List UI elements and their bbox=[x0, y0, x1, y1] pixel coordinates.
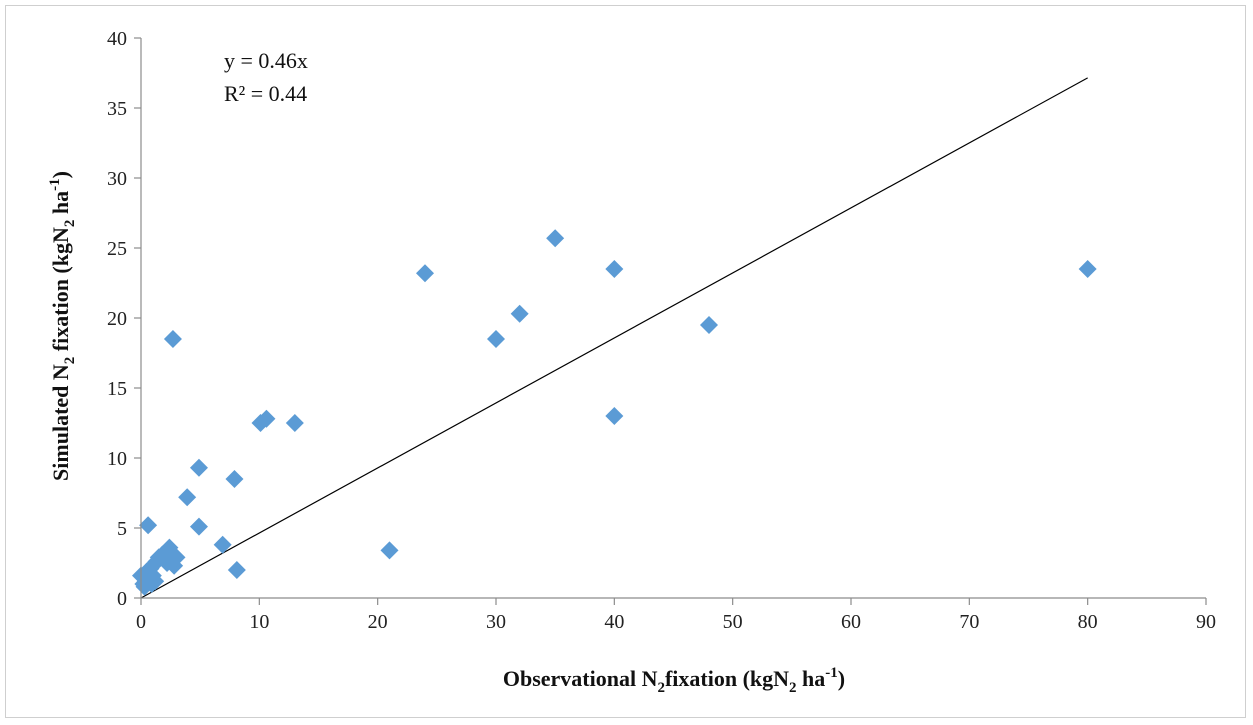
data-point bbox=[487, 330, 505, 348]
data-point bbox=[167, 548, 186, 567]
data-point bbox=[257, 409, 276, 428]
x-axis-title-sub: 2 bbox=[657, 680, 665, 696]
data-point bbox=[285, 414, 304, 432]
scatter-chart: 0 10 20 30 40 50 60 70 80 90 0 5 10 15 20 25 30 35 40 y = … bbox=[47, 28, 1216, 696]
x-tick-label: 50 bbox=[723, 611, 743, 633]
y-tick-label: 40 bbox=[107, 28, 127, 50]
y-tick-label: 25 bbox=[107, 238, 127, 260]
y-tick-label: 10 bbox=[107, 448, 127, 470]
x-tick-label: 10 bbox=[249, 611, 269, 633]
data-point bbox=[225, 470, 244, 488]
y-axis-title-main: Simulated N bbox=[48, 364, 73, 481]
y-tick-label: 20 bbox=[107, 308, 127, 330]
x-tick-label: 90 bbox=[1196, 611, 1216, 633]
ticks-layer: 0 10 20 30 40 50 60 70 80 90 0 5 10 15 20 25 30 35 40 bbox=[107, 28, 1216, 633]
y-axis-title: Simulated N2 fixation (kgN2 ha-1) bbox=[47, 171, 78, 481]
x-tick-label: 0 bbox=[136, 611, 146, 633]
y-axis-title-sub2: 2 bbox=[62, 220, 78, 228]
data-point bbox=[416, 264, 434, 283]
points-layer bbox=[132, 229, 1097, 596]
y-axis-title-close: ) bbox=[48, 171, 73, 178]
x-axis-title-sup: -1 bbox=[825, 665, 838, 681]
data-point bbox=[605, 260, 624, 278]
data-point bbox=[1078, 260, 1097, 278]
x-axis-title-close: ) bbox=[838, 666, 845, 691]
x-tick-label: 70 bbox=[959, 611, 979, 633]
y-axis-title-sub: 2 bbox=[62, 357, 78, 365]
data-point bbox=[178, 488, 197, 507]
y-tick-label: 0 bbox=[117, 588, 127, 610]
data-point bbox=[189, 458, 208, 477]
x-axis-title-main: Observational N bbox=[503, 666, 658, 691]
data-point bbox=[189, 517, 208, 536]
data-point bbox=[213, 535, 232, 554]
x-axis-title-unit: ha bbox=[797, 666, 826, 691]
y-tick-label: 15 bbox=[107, 378, 127, 400]
x-axis-title: Observational N2fixation (kgN2 ha-1) bbox=[503, 665, 845, 696]
y-axis-title-rest: fixation (kgN bbox=[48, 227, 73, 357]
data-point bbox=[546, 229, 565, 248]
y-axis-title-unit: ha bbox=[48, 191, 73, 220]
y-tick-label: 30 bbox=[107, 168, 127, 190]
trendline-layer bbox=[140, 77, 1088, 599]
x-tick-label: 20 bbox=[368, 611, 388, 633]
y-tick-label: 5 bbox=[117, 518, 127, 540]
data-point bbox=[380, 541, 399, 560]
data-point bbox=[146, 572, 165, 591]
x-axis-title-sub2: 2 bbox=[789, 680, 797, 696]
y-axis-title-sup: -1 bbox=[47, 178, 63, 191]
trendline-equation: y = 0.46x bbox=[224, 48, 308, 73]
trendline bbox=[140, 77, 1088, 599]
x-tick-label: 40 bbox=[604, 611, 624, 633]
x-axis-title-rest: fixation (kgN bbox=[665, 666, 789, 691]
data-point bbox=[139, 516, 158, 535]
data-point bbox=[700, 316, 718, 334]
data-point bbox=[227, 561, 246, 579]
data-point bbox=[163, 330, 182, 348]
y-tick-label: 35 bbox=[107, 98, 127, 120]
x-tick-label: 60 bbox=[841, 611, 861, 633]
data-point bbox=[605, 407, 624, 425]
axes-layer bbox=[140, 38, 1206, 599]
x-tick-label: 30 bbox=[486, 611, 506, 633]
chart-frame: 0 10 20 30 40 50 60 70 80 90 0 5 10 15 20 25 30 35 40 y = … bbox=[5, 5, 1246, 718]
x-tick-label: 80 bbox=[1078, 611, 1098, 633]
r-squared-label: R² = 0.44 bbox=[224, 81, 307, 106]
data-point bbox=[510, 304, 529, 323]
